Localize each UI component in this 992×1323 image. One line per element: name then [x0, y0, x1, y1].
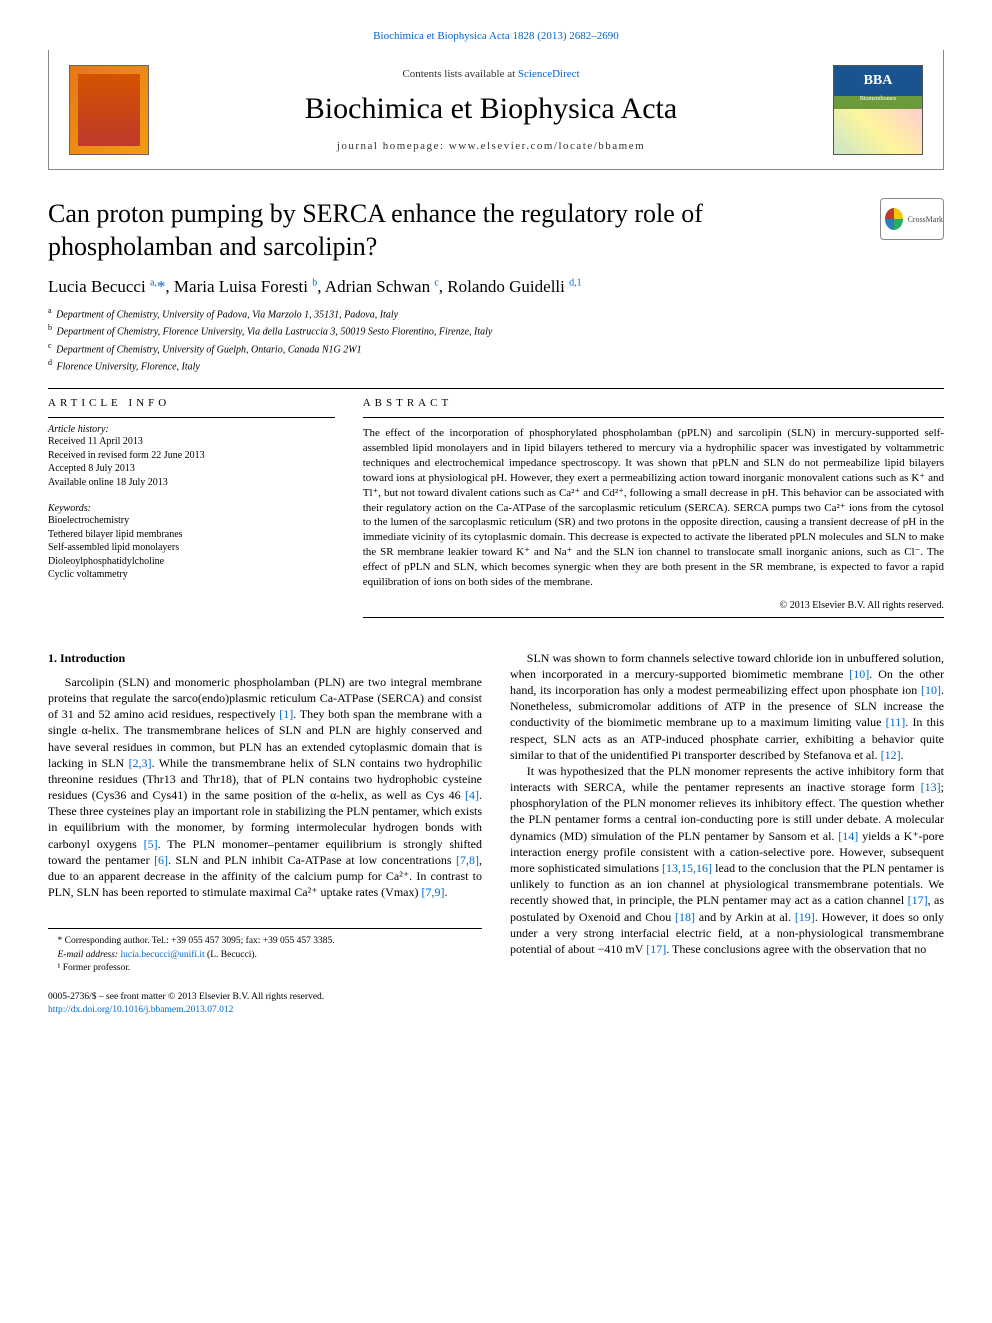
keywords-label: Keywords:: [48, 503, 335, 514]
former-professor-note: ¹ Former professor.: [48, 962, 482, 975]
article-history-label: Article history:: [48, 424, 335, 435]
article-info-heading: ARTICLE INFO: [48, 397, 335, 409]
email-suffix: (L. Becucci).: [205, 950, 257, 960]
abstract-heading: ABSTRACT: [363, 397, 944, 409]
homepage-prefix: journal homepage:: [337, 140, 449, 152]
article-history: Received 11 April 2013Received in revise…: [48, 435, 335, 489]
crossmark-icon: [885, 208, 903, 230]
right-paragraph-1: SLN was shown to form channels selective…: [510, 650, 944, 763]
footnotes: * Corresponding author. Tel.: +39 055 45…: [48, 928, 482, 975]
bba-cover-logo: BBA Biomembranes: [833, 65, 923, 155]
abstract-column: ABSTRACT The effect of the incorporation…: [363, 397, 944, 625]
introduction-heading: 1. Introduction: [48, 650, 482, 666]
authors-line: Lucia Becucci a,*, Maria Luisa Foresti b…: [48, 277, 944, 297]
email-label: E-mail address:: [58, 950, 121, 960]
front-matter-line: 0005-2736/$ – see front matter © 2013 El…: [48, 991, 944, 1003]
contents-prefix: Contents lists available at: [402, 68, 517, 80]
crossmark-label: CrossMark: [907, 215, 943, 224]
corresponding-author-note: * Corresponding author. Tel.: +39 055 45…: [48, 935, 482, 948]
abstract-text: The effect of the incorporation of phosp…: [363, 426, 944, 589]
bba-label: BBA: [834, 66, 922, 97]
crossmark-badge[interactable]: CrossMark: [880, 198, 944, 240]
bba-cover-image: [834, 109, 922, 153]
top-citation: Biochimica et Biophysica Acta 1828 (2013…: [48, 30, 944, 42]
body-columns: 1. Introduction Sarcolipin (SLN) and mon…: [48, 650, 944, 976]
sciencedirect-link[interactable]: ScienceDirect: [518, 68, 580, 80]
homepage-url: www.elsevier.com/locate/bbamem: [449, 140, 645, 152]
bba-sublabel: Biomembranes: [834, 96, 922, 109]
affiliations-block: a Department of Chemistry, University of…: [48, 305, 944, 374]
left-column: 1. Introduction Sarcolipin (SLN) and mon…: [48, 650, 482, 976]
author-email-link[interactable]: lucia.becucci@unifi.it: [120, 950, 204, 960]
abstract-copyright: © 2013 Elsevier B.V. All rights reserved…: [363, 600, 944, 611]
right-column: SLN was shown to form channels selective…: [510, 650, 944, 976]
email-note: E-mail address: lucia.becucci@unifi.it (…: [48, 949, 482, 962]
article-info-column: ARTICLE INFO Article history: Received 1…: [48, 397, 335, 625]
doi-link[interactable]: http://dx.doi.org/10.1016/j.bbamem.2013.…: [48, 1005, 233, 1015]
journal-header: Contents lists available at ScienceDirec…: [48, 50, 944, 170]
page-footer: 0005-2736/$ – see front matter © 2013 El…: [48, 991, 944, 1016]
article-title: Can proton pumping by SERCA enhance the …: [48, 198, 860, 263]
top-citation-link[interactable]: Biochimica et Biophysica Acta 1828 (2013…: [373, 30, 619, 42]
right-paragraph-2: It was hypothesized that the PLN monomer…: [510, 763, 944, 957]
contents-lists-line: Contents lists available at ScienceDirec…: [149, 68, 833, 80]
keywords-list: BioelectrochemistryTethered bilayer lipi…: [48, 514, 335, 582]
intro-paragraph-1: Sarcolipin (SLN) and monomeric phosphola…: [48, 674, 482, 901]
journal-title: Biochimica et Biophysica Acta: [149, 92, 833, 126]
elsevier-logo: [69, 65, 149, 155]
divider-top: [48, 388, 944, 389]
journal-homepage-line: journal homepage: www.elsevier.com/locat…: [149, 140, 833, 152]
